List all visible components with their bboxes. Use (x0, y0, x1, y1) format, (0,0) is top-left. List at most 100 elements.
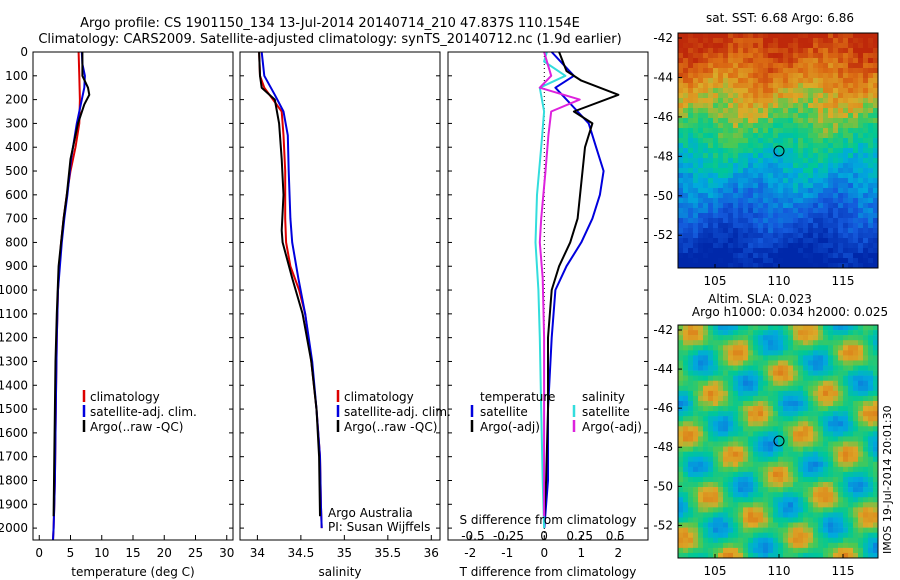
sst-pixel (828, 223, 834, 229)
sla-pixel (823, 527, 829, 533)
sst-pixel (853, 103, 859, 109)
sla-pixel (693, 436, 699, 442)
sst-pixel (718, 68, 724, 74)
sla-pixel (808, 400, 814, 407)
diff-x-tick-label: 1 (578, 546, 586, 560)
sst-pixel (708, 138, 714, 144)
sst-pixel (693, 173, 699, 179)
sst-pixel (738, 188, 744, 194)
sst-pixel (743, 93, 749, 99)
sla-pixel (808, 380, 814, 387)
depth-tick-label: 300 (5, 116, 28, 130)
sst-pixel (848, 108, 854, 114)
sla-pixel (868, 355, 874, 361)
sla-pixel (708, 451, 714, 457)
sst-pixel (733, 238, 739, 244)
sst-pixel (703, 78, 709, 84)
sla-pixel (678, 492, 684, 498)
sst-pixel (788, 123, 794, 129)
sst-pixel (758, 83, 764, 89)
sst-pixel (718, 103, 724, 109)
sst-pixel (683, 88, 689, 94)
sla-pixel (708, 375, 714, 382)
sla-pixel (688, 492, 694, 498)
sla-pixel (823, 537, 829, 544)
sla-pixel (703, 360, 709, 366)
sst-pixel (868, 238, 874, 244)
sla-pixel (698, 390, 704, 397)
sla-pixel (803, 492, 809, 498)
sst-pixel (713, 123, 719, 129)
sla-pixel (843, 446, 849, 452)
sla-pixel (868, 537, 874, 544)
sla-pixel (808, 431, 814, 437)
sst-pixel (863, 73, 869, 79)
sla-pixel (718, 340, 724, 346)
sst-pixel (678, 118, 684, 124)
sla-pixel (723, 492, 729, 498)
sla-pixel (753, 380, 759, 387)
sst-pixel (853, 173, 859, 179)
sst-pixel (768, 148, 774, 154)
sla-pixel (678, 330, 684, 336)
sla-pixel (778, 416, 784, 422)
sla-pixel (788, 360, 794, 366)
sla-pixel (758, 395, 764, 402)
sla-pixel (843, 335, 849, 341)
sla-pixel (718, 421, 724, 427)
sla-pixel (748, 436, 754, 442)
sst-pixel (873, 233, 879, 239)
sst-pixel (803, 193, 809, 199)
sst-pixel (803, 78, 809, 84)
sla-pixel (803, 476, 809, 483)
sla-pixel (813, 416, 819, 422)
sst-pixel (678, 228, 684, 234)
sst-pixel (758, 93, 764, 99)
sla-pixel (813, 421, 819, 427)
depth-tick-label: 900 (5, 259, 28, 273)
sla-pixel (773, 380, 779, 387)
sla-pixel (768, 482, 774, 488)
sst-pixel (723, 243, 729, 249)
sla-pixel (768, 400, 774, 407)
sla-pixel (683, 441, 689, 447)
sla-pixel (703, 375, 709, 382)
sla-pixel (833, 390, 839, 397)
sla-pixel (753, 502, 759, 508)
sst-pixel (833, 143, 839, 149)
sla-pixel (833, 456, 839, 463)
sla-pixel (853, 365, 859, 371)
sla-pixel (828, 441, 834, 447)
sla-pixel (843, 487, 849, 493)
sst-pixel (703, 163, 709, 169)
sst-pixel (818, 243, 824, 249)
sst-pixel (693, 43, 699, 49)
sla-pixel (783, 375, 789, 382)
sst-pixel (833, 118, 839, 124)
sst-pixel (788, 178, 794, 184)
sla-pixel (788, 456, 794, 463)
sst-pixel (678, 258, 684, 264)
sst-pixel (688, 258, 694, 264)
sst-pixel (683, 78, 689, 84)
sst-pixel (763, 128, 769, 134)
sst-pixel (723, 88, 729, 94)
sst-pixel (698, 248, 704, 254)
sla-pixel (778, 507, 784, 513)
sla-pixel (753, 365, 759, 371)
sst-pixel (773, 213, 779, 219)
sst-pixel (788, 163, 794, 169)
sst-pixel (828, 203, 834, 209)
sst-pixel (738, 73, 744, 79)
sla-pixel (708, 492, 714, 498)
sst-pixel (853, 253, 859, 259)
sla-pixel (703, 395, 709, 402)
sla-pixel (713, 532, 719, 539)
sla-pixel (798, 512, 804, 518)
sst-pixel (788, 98, 794, 104)
sla-pixel (803, 385, 809, 392)
sst-pixel (818, 48, 824, 54)
sla-pixel (828, 522, 834, 528)
sst-pixel (778, 188, 784, 194)
sst-pixel (793, 128, 799, 134)
